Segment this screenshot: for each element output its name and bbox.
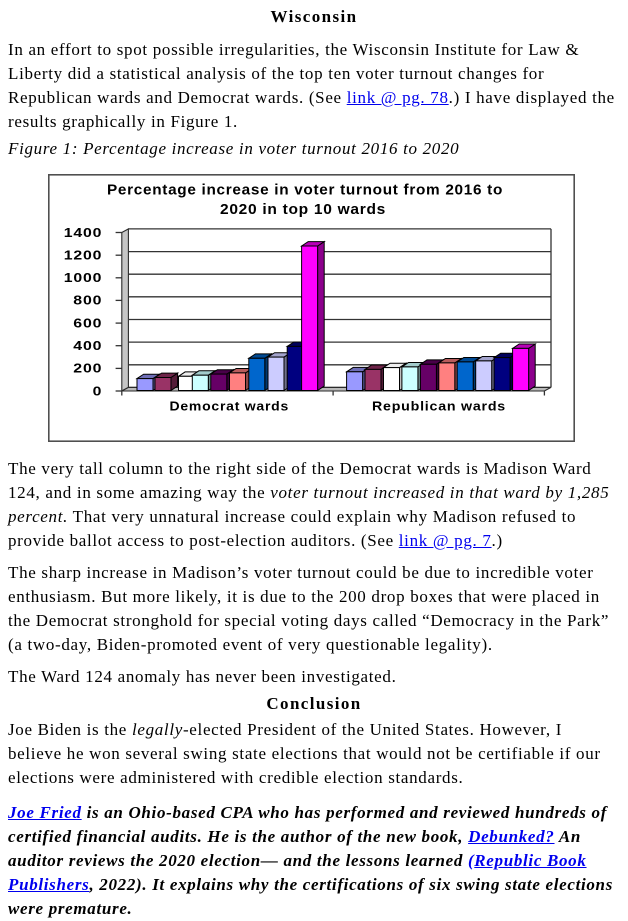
svg-text:0: 0 bbox=[93, 383, 103, 398]
svg-text:800: 800 bbox=[73, 293, 102, 308]
svg-text:1200: 1200 bbox=[64, 248, 103, 263]
svg-text:200: 200 bbox=[73, 361, 102, 376]
svg-text:2020 in top 10 wards: 2020 in top 10 wards bbox=[220, 201, 386, 218]
svg-text:1000: 1000 bbox=[64, 270, 103, 285]
svg-text:Democrat wards: Democrat wards bbox=[170, 400, 290, 414]
svg-text:1400: 1400 bbox=[64, 225, 103, 240]
svg-text:Republican wards: Republican wards bbox=[372, 400, 506, 414]
svg-text:600: 600 bbox=[73, 315, 102, 330]
svg-text:400: 400 bbox=[73, 338, 102, 353]
svg-text:Percentage increase in voter t: Percentage increase in voter turnout fro… bbox=[107, 181, 503, 198]
